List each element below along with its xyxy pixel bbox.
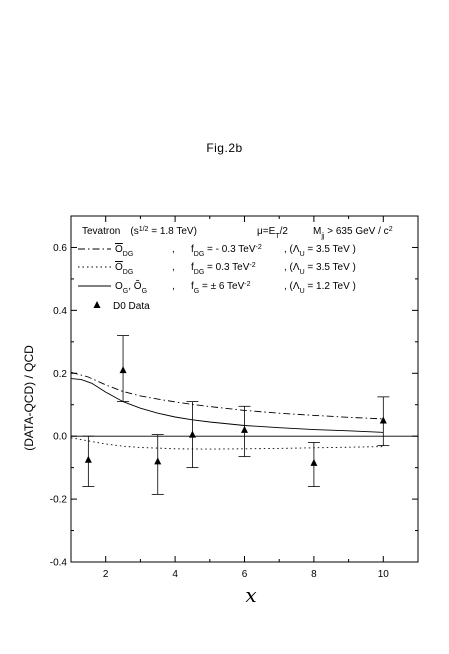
data-point-triangle <box>379 416 387 424</box>
figure-label: Fig.2b <box>206 141 243 155</box>
legend-operator: OG, ÕG <box>115 279 147 295</box>
legend-marker-triangle <box>93 301 101 308</box>
header-cut: Mjj > 635 GeV / c2 <box>313 226 393 240</box>
legend-scale: , (ΛU = 3.5 TeV ) <box>284 262 356 276</box>
x-tick-label: 6 <box>242 569 248 580</box>
legend-marker-label: D0 Data <box>113 301 150 312</box>
legend-coupling: fDG = 0.3 TeV-2 <box>191 262 256 276</box>
legend-comma: , <box>172 244 175 255</box>
data-point-triangle <box>241 425 248 433</box>
legend-scale: , (ΛU = 1.2 TeV ) <box>284 281 356 295</box>
header-scale: μ=ET/2 <box>257 226 288 240</box>
series-dashdot-line <box>70 371 384 420</box>
series-layer <box>70 371 384 450</box>
legend-scale: , (ΛU = 3.5 TeV ) <box>284 244 356 258</box>
legend-comma: , <box>172 262 175 273</box>
legend: Tevatron (s1/2 = 1.8 TeV) μ=ET/2 Mjj > 635 … <box>78 226 393 312</box>
x-axis-label: x <box>245 583 256 607</box>
y-tick-label: 0.4 <box>53 306 67 317</box>
x-tick-label: 8 <box>311 569 317 580</box>
series-dotted-line <box>70 437 384 450</box>
y-tick-label: 0.6 <box>53 243 67 254</box>
data-point-triangle <box>188 430 196 438</box>
data-point-triangle <box>154 457 162 465</box>
data-point-triangle <box>84 455 92 463</box>
y-tick-label: 0.2 <box>53 369 67 380</box>
x-tick-label: 4 <box>172 569 178 580</box>
y-axis-label: (DATA-QCD) / QCD <box>22 345 36 451</box>
legend-operator: ODG <box>115 244 133 258</box>
axes: 2 4 6 8 10 -0.4 -0.2 0.0 0.2 0.4 0.6 <box>50 215 419 580</box>
legend-coupling: fG = ± 6 TeV-2 <box>191 281 251 295</box>
x-tick-label: 10 <box>378 569 390 580</box>
x-tick-label: 2 <box>103 569 109 580</box>
legend-coupling: fDG = - 0.3 TeV-2 <box>191 244 262 258</box>
data-point-triangle <box>119 366 127 374</box>
legend-operator: ODG <box>115 262 133 276</box>
data-point-triangle <box>310 458 318 466</box>
y-tick-label: 0.0 <box>53 432 67 443</box>
y-tick-label: -0.4 <box>50 558 68 569</box>
data-points-layer <box>82 335 390 495</box>
y-tick-label: -0.2 <box>50 495 68 506</box>
series-solid-line <box>70 378 384 433</box>
legend-comma: , <box>172 281 175 292</box>
header-energy: Tevatron (s1/2 = 1.8 TeV) <box>82 226 197 238</box>
